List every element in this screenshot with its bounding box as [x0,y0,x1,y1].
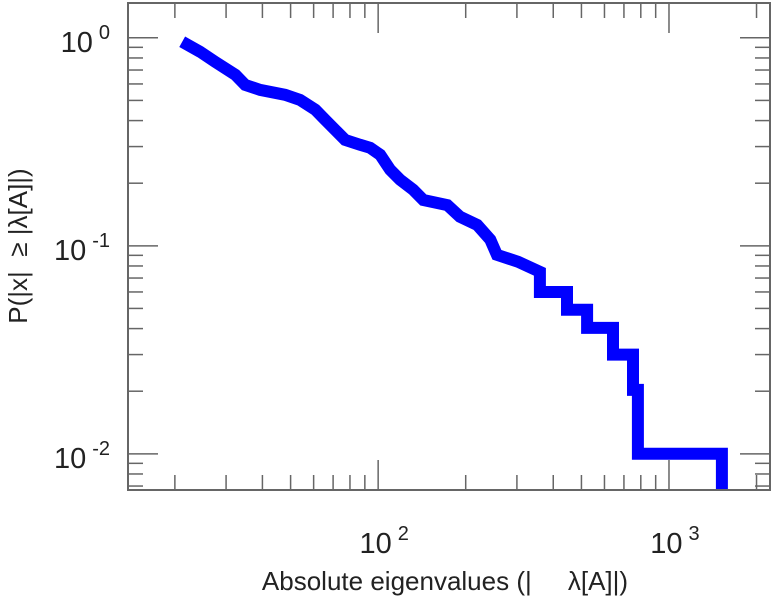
series-layer [179,36,728,490]
axis-ticks [128,3,770,490]
y-tick-label: 10 0 [61,22,110,59]
y-tick-label: 10 -2 [54,438,110,475]
plot-frame [127,2,771,491]
x-axis-label: Absolute eigenvalues (| λ[A]|) [262,566,628,596]
x-tick-label-base: 10 [359,528,391,560]
y-tick-label-base: 10 [54,443,86,475]
x-tick-label-exponent: 3 [689,523,700,545]
tick-labels: 10 2 10 3 10 0 10 -1 10 -2 [54,22,700,560]
y-tick-label-exponent: -1 [92,230,110,252]
y-tick-label-base: 10 [61,27,93,59]
x-tick-label-base: 10 [650,528,682,560]
y-tick-label-exponent: -2 [92,438,110,460]
y-axis-label: P(|x| ≥ |λ[A]|) [3,168,33,323]
x-tick-label: 10 2 [359,523,408,560]
x-tick-label-exponent: 2 [398,523,409,545]
y-tick-label: 10 -1 [54,230,110,267]
x-tick-label: 10 3 [650,523,699,560]
y-tick-label-base: 10 [54,235,86,267]
series-line-0 [179,36,728,490]
y-tick-label-exponent: 0 [99,22,110,44]
